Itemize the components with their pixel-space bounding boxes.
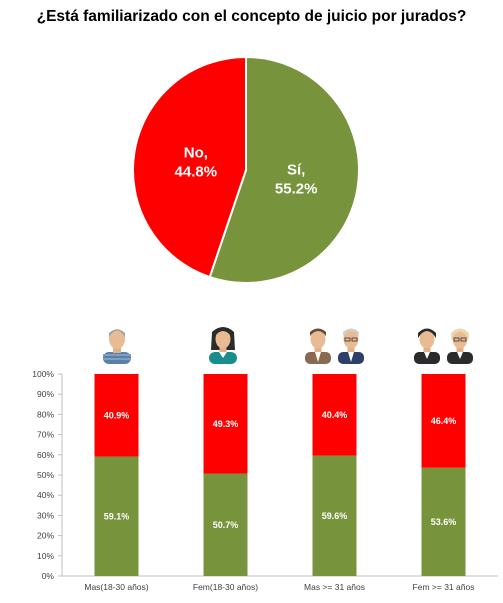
y-tick-label: 70%: [37, 430, 54, 440]
y-tick-label: 50%: [37, 470, 54, 480]
bar-segment-1-2: [312, 374, 357, 456]
y-tick-label: 20%: [37, 531, 54, 541]
bar-value-label: 59.1%: [104, 511, 130, 521]
pie-value-label-0: 55.2%: [275, 180, 318, 197]
y-tick-label: 100%: [32, 369, 54, 379]
pie-slice-0: [208, 55, 360, 284]
bar-segment-1-1: [203, 374, 248, 474]
adult-women-icon: [414, 328, 473, 364]
y-tick-label: 40%: [37, 490, 54, 500]
pie-label-1: No,: [184, 145, 208, 162]
bar-value-label: 40.4%: [322, 410, 348, 420]
bar-segment-0-0: [94, 456, 139, 576]
y-tick-label: 60%: [37, 450, 54, 460]
bar-segment-0-1: [203, 473, 248, 576]
bar-value-label: 50.7%: [213, 520, 239, 530]
pie-label-0: Sí,: [287, 161, 305, 178]
x-category-label: Fem >= 31 años: [413, 582, 475, 592]
bar-value-label: 59.6%: [322, 511, 348, 521]
bar-value-label: 40.9%: [104, 410, 130, 420]
pie-value-label-1: 44.8%: [175, 164, 218, 181]
y-tick-label: 30%: [37, 510, 54, 520]
y-tick-label: 10%: [37, 551, 54, 561]
x-category-label: Fem(18-30 años): [193, 582, 258, 592]
pie-chart: Sí, 55.2% No, 44.8%: [132, 55, 360, 284]
y-tick-label: 80%: [37, 409, 54, 419]
bar-segment-1-0: [94, 374, 139, 457]
bar-segment-0-3: [421, 467, 466, 576]
x-category-label: Mas(18-30 años): [84, 582, 148, 592]
young-woman-icon: [209, 327, 237, 364]
y-tick-label: 90%: [37, 389, 54, 399]
bar-segment-0-2: [312, 455, 357, 576]
x-category-label: Mas >= 31 años: [304, 582, 365, 592]
adult-men-icon: [305, 328, 364, 364]
young-man-icon: [103, 329, 131, 364]
chart-title: ¿Está familiarizado con el concepto de j…: [36, 8, 467, 25]
pie-slice-1: [132, 55, 247, 279]
bar-segment-1-3: [421, 374, 466, 468]
bar-value-label: 46.4%: [431, 416, 457, 426]
bar-value-label: 53.6%: [431, 517, 457, 527]
bar-value-label: 49.3%: [213, 419, 239, 429]
y-tick-label: 0%: [42, 571, 55, 581]
